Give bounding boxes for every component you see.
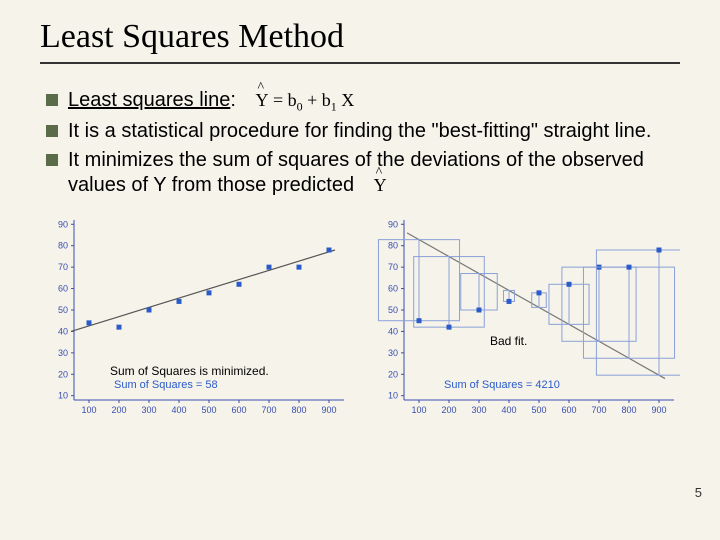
page-number: 5 [695,485,702,500]
svg-text:90: 90 [388,219,398,229]
svg-text:10: 10 [58,390,68,400]
svg-text:300: 300 [471,405,486,415]
svg-text:80: 80 [388,240,398,250]
svg-text:800: 800 [291,405,306,415]
svg-text:Sum of Squares = 58: Sum of Squares = 58 [114,379,218,391]
svg-text:90: 90 [58,219,68,229]
svg-text:80: 80 [58,240,68,250]
bullet-2: It is a statistical procedure for findin… [46,119,680,144]
bullet-3: It minimizes the sum of squares of the d… [46,148,680,198]
bullet-1: Least squares line: Y = b0 + b1 X [46,88,680,115]
svg-text:900: 900 [651,405,666,415]
eq: = b [268,90,296,110]
svg-text:30: 30 [388,347,398,357]
svg-text:50: 50 [58,305,68,315]
svg-text:900: 900 [321,405,336,415]
svg-text:30: 30 [58,347,68,357]
y-hat: Y [255,89,268,112]
title-underline [40,62,680,64]
svg-text:70: 70 [388,262,398,272]
svg-text:40: 40 [388,326,398,336]
svg-text:700: 700 [591,405,606,415]
svg-text:500: 500 [201,405,216,415]
chart-left: 10 20 30 40 50 60 70 80 90 100 200 300 400 500 600 700 8… [40,214,350,424]
svg-text:60: 60 [58,283,68,293]
svg-text:70: 70 [58,262,68,272]
chart-right: 10 20 30 40 50 60 70 80 90 100 200 300 400 500 600 700 8… [370,214,680,424]
svg-text:100: 100 [411,405,426,415]
svg-text:200: 200 [111,405,126,415]
x-var: X [341,90,354,110]
plus: + b [303,90,331,110]
svg-text:50: 50 [388,305,398,315]
bullet-list: Least squares line: Y = b0 + b1 X It is … [46,88,680,198]
svg-text:600: 600 [561,405,576,415]
svg-text:200: 200 [441,405,456,415]
y-hat-2: Y [374,174,387,197]
svg-text:700: 700 [261,405,276,415]
svg-text:20: 20 [388,369,398,379]
svg-text:10: 10 [388,390,398,400]
formula: Y = b0 + b1 X [255,90,354,110]
svg-text:400: 400 [171,405,186,415]
bullet-1-label: Least squares line [68,89,230,111]
svg-text:20: 20 [58,369,68,379]
svg-text:300: 300 [141,405,156,415]
slide-title: Least Squares Method [40,18,680,56]
svg-text:100: 100 [81,405,96,415]
bullet-3-text: It minimizes the sum of squares of the d… [68,149,644,196]
caption-right: Bad fit. [490,334,527,348]
sub1: 1 [331,100,337,114]
svg-text:600: 600 [231,405,246,415]
svg-text:800: 800 [621,405,636,415]
svg-text:500: 500 [531,405,546,415]
svg-text:60: 60 [388,283,398,293]
charts-row: 10 20 30 40 50 60 70 80 90 100 200 300 400 500 600 700 8… [40,214,680,424]
svg-text:40: 40 [58,326,68,336]
svg-text:400: 400 [501,405,516,415]
caption-left: Sum of Squares is minimized. [110,364,269,378]
svg-text:Sum of Squares = 4210: Sum of Squares = 4210 [444,379,560,391]
